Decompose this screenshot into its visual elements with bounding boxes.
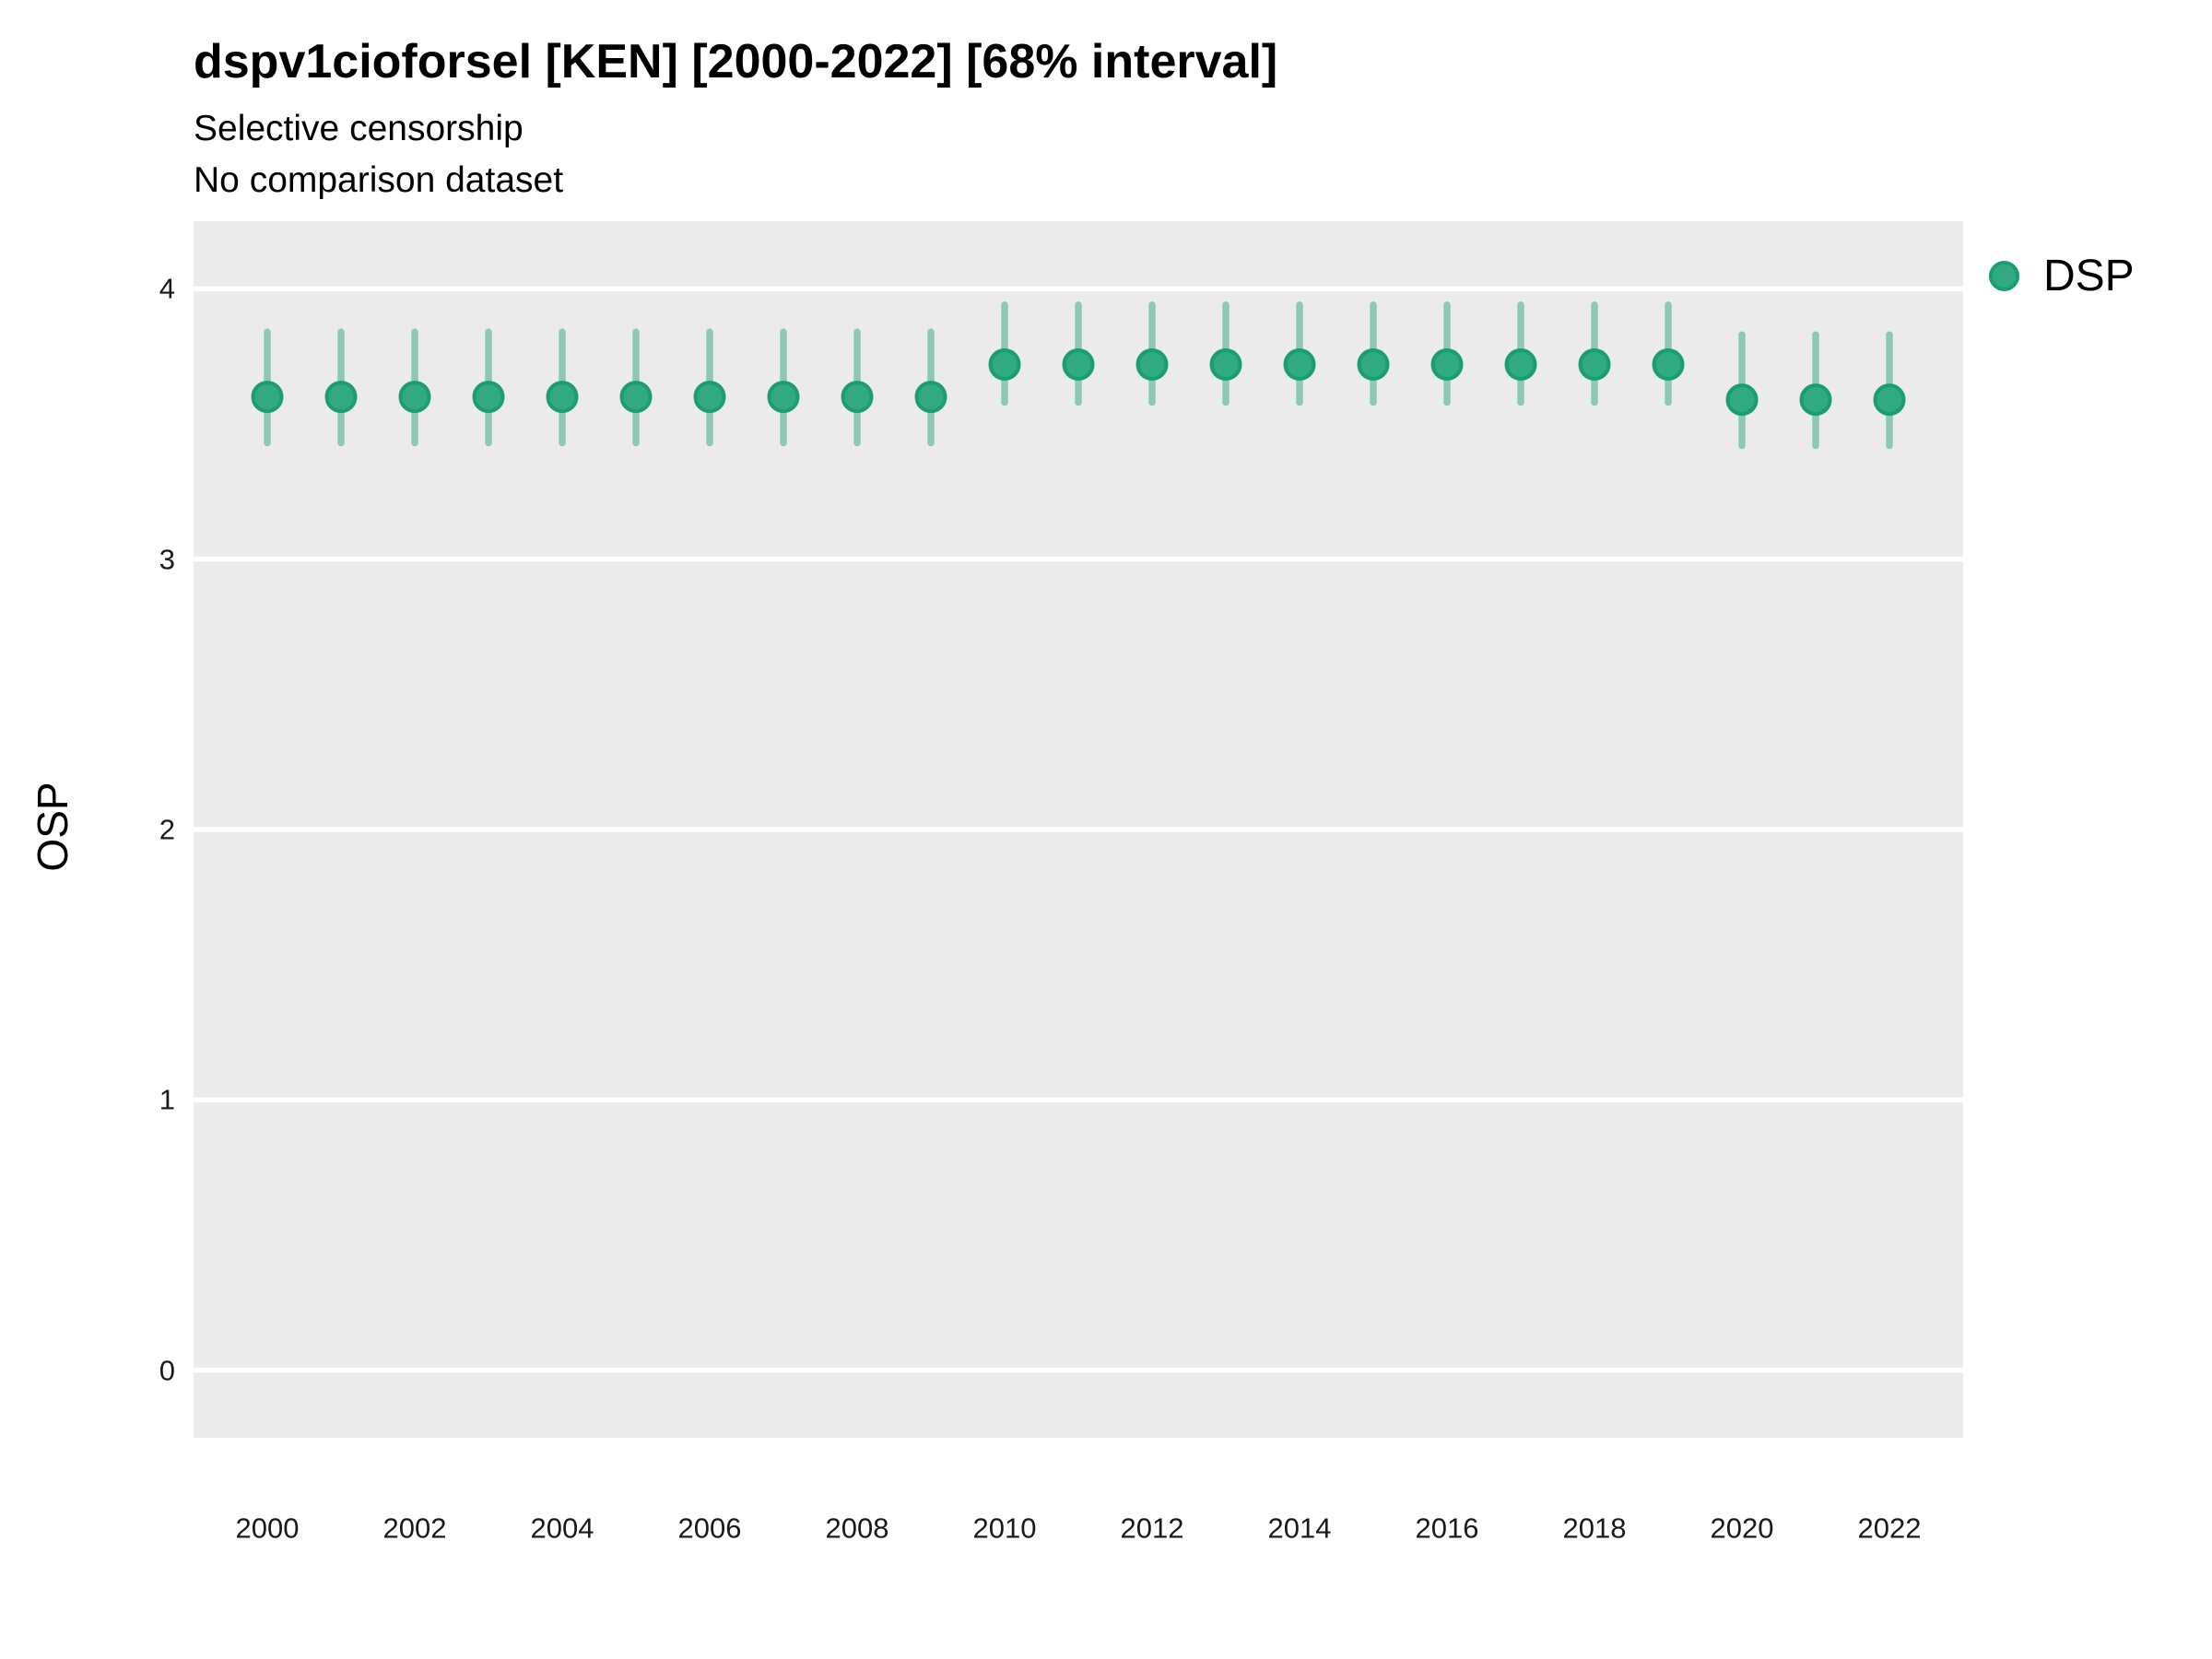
data-point-dot-2012 xyxy=(1135,347,1169,381)
data-point-dot-2019 xyxy=(1652,347,1685,381)
x-tick-label-2000: 2000 xyxy=(235,1512,300,1545)
data-point-dot-2010 xyxy=(988,347,1021,381)
x-tick-label-2002: 2002 xyxy=(382,1512,447,1545)
chart-subtitle-line1: Selective censorship xyxy=(194,109,524,148)
x-tick-label-2004: 2004 xyxy=(530,1512,594,1545)
y-tick-label-1: 1 xyxy=(159,1083,175,1116)
data-point-dot-2020 xyxy=(1725,383,1759,417)
data-point-dot-2022 xyxy=(1873,383,1906,417)
legend: DSP xyxy=(1989,251,2135,301)
data-point-dot-2001 xyxy=(324,381,358,414)
data-point-dot-2018 xyxy=(1578,347,1611,381)
x-tick-label-2016: 2016 xyxy=(1415,1512,1479,1545)
x-tick-label-2020: 2020 xyxy=(1710,1512,1774,1545)
data-point-dot-2000 xyxy=(251,381,284,414)
chart-subtitle-line2: No comparison dataset xyxy=(194,160,564,200)
data-point-dot-2005 xyxy=(619,381,653,414)
data-point-dot-2017 xyxy=(1504,347,1537,381)
y-axis-title: OSP xyxy=(29,782,76,872)
y-tick-label-4: 4 xyxy=(159,272,175,305)
data-point-dot-2013 xyxy=(1209,347,1242,381)
x-tick-label-2008: 2008 xyxy=(825,1512,889,1545)
data-point-dot-2008 xyxy=(841,381,874,414)
data-point-dot-2014 xyxy=(1283,347,1316,381)
y-tick-label-2: 2 xyxy=(159,813,175,846)
y-tick-label-0: 0 xyxy=(159,1354,175,1387)
data-point-dot-2011 xyxy=(1062,347,1095,381)
x-tick-label-2012: 2012 xyxy=(1120,1512,1184,1545)
plot-panel xyxy=(194,221,1963,1438)
data-point-dot-2002 xyxy=(398,381,431,414)
data-point-dot-2021 xyxy=(1799,383,1832,417)
x-tick-label-2010: 2010 xyxy=(972,1512,1037,1545)
data-point-dot-2006 xyxy=(693,381,726,414)
data-point-dot-2004 xyxy=(546,381,579,414)
chart-title: dspv1cioforsel [KEN] [2000-2022] [68% in… xyxy=(194,35,1278,88)
data-point-dot-2009 xyxy=(914,381,947,414)
data-point-dot-2015 xyxy=(1357,347,1390,381)
x-tick-label-2018: 2018 xyxy=(1562,1512,1627,1545)
data-point-dot-2003 xyxy=(472,381,505,414)
legend-dsp-swatch-icon xyxy=(1989,261,2019,291)
x-tick-label-2006: 2006 xyxy=(677,1512,742,1545)
y-tick-label-3: 3 xyxy=(159,543,175,576)
data-point-dot-2007 xyxy=(767,381,800,414)
legend-dsp-label: DSP xyxy=(2043,252,2135,300)
x-tick-label-2014: 2014 xyxy=(1267,1512,1332,1545)
x-tick-label-2022: 2022 xyxy=(1857,1512,1922,1545)
plot-canvas xyxy=(194,286,1963,1373)
data-point-dot-2016 xyxy=(1430,347,1464,381)
